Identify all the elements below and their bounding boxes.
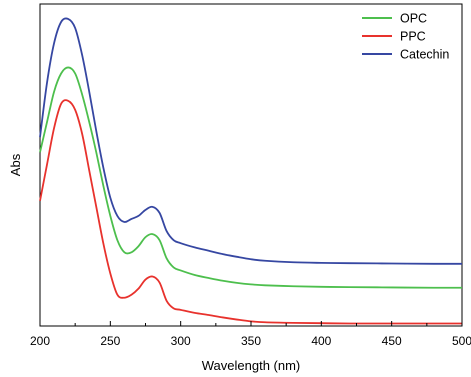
- legend: OPC PPC Catechin: [362, 12, 449, 62]
- x-tick-label: 500: [452, 334, 471, 348]
- x-tick-label: 450: [382, 334, 402, 348]
- legend-label-ppc: PPC: [400, 30, 426, 44]
- series-line-catechin: [39, 17, 463, 265]
- x-tick-label: 300: [171, 334, 191, 348]
- x-tick-label: 250: [100, 334, 120, 348]
- x-axis-ticks: 200 250 300 350 400 450 500: [30, 321, 471, 348]
- x-tick-label: 200: [30, 334, 50, 348]
- series-line-ppc: [39, 99, 462, 325]
- series-layer: [39, 17, 463, 325]
- series-line-opc: [39, 66, 463, 289]
- x-tick-label: 350: [241, 334, 261, 348]
- y-axis-title: Abs: [8, 153, 23, 176]
- legend-label-opc: OPC: [400, 12, 427, 26]
- x-axis-title: Wavelength (nm): [202, 358, 301, 373]
- legend-label-catechin: Catechin: [400, 48, 449, 62]
- x-tick-label: 400: [311, 334, 331, 348]
